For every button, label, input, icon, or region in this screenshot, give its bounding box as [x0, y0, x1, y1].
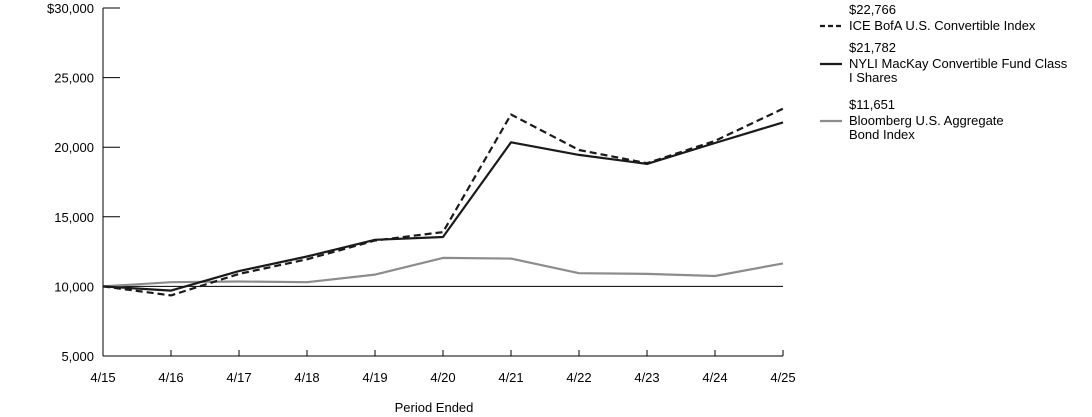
legend-series-name: Bloomberg U.S. Aggregate [849, 113, 1004, 128]
y-tick-label: 25,000 [54, 71, 94, 86]
x-tick-label: 4/20 [430, 370, 455, 385]
x-tick-label: 4/19 [362, 370, 387, 385]
y-tick-label: 5,000 [61, 349, 94, 364]
series-layer [102, 107, 784, 297]
y-tick-label: $30,000 [47, 1, 94, 16]
x-axis-label: Period Ended [395, 400, 474, 415]
x-tick-label: 4/23 [634, 370, 659, 385]
legend-series-name: Bond Index [849, 127, 915, 142]
y-tick-label: 15,000 [54, 210, 94, 225]
axes: 5,000 10,000 15,000 20,000 25,000 $30,000 4/15… [47, 1, 796, 385]
x-tick-label: 4/22 [566, 370, 591, 385]
y-tick-label: 10,000 [54, 279, 94, 294]
series-line-bloomberg-aggregate [102, 256, 784, 288]
x-tick-label: 4/24 [702, 370, 727, 385]
x-tick-label: 4/17 [226, 370, 251, 385]
legend-ending-value: $11,651 [849, 97, 895, 112]
series-line-ice-bofa [102, 107, 784, 297]
x-tick-label: 4/21 [498, 370, 523, 385]
series-line-nyli-mackay [102, 121, 784, 292]
legend-series-name: NYLI MacKay Convertible Fund Class [849, 56, 1068, 71]
legend-series-name: ICE BofA U.S. Convertible Index [849, 18, 1036, 33]
x-tick-label: 4/15 [90, 370, 115, 385]
x-tick-label: 4/18 [294, 370, 319, 385]
legend-series-name: I Shares [849, 70, 898, 85]
x-tick-label: 4/25 [770, 370, 795, 385]
legend-ending-value: $22,766 [849, 2, 896, 17]
x-tick-label: 4/16 [158, 370, 183, 385]
y-tick-label: 20,000 [54, 140, 94, 155]
legend-ending-value: $21,782 [849, 40, 896, 55]
